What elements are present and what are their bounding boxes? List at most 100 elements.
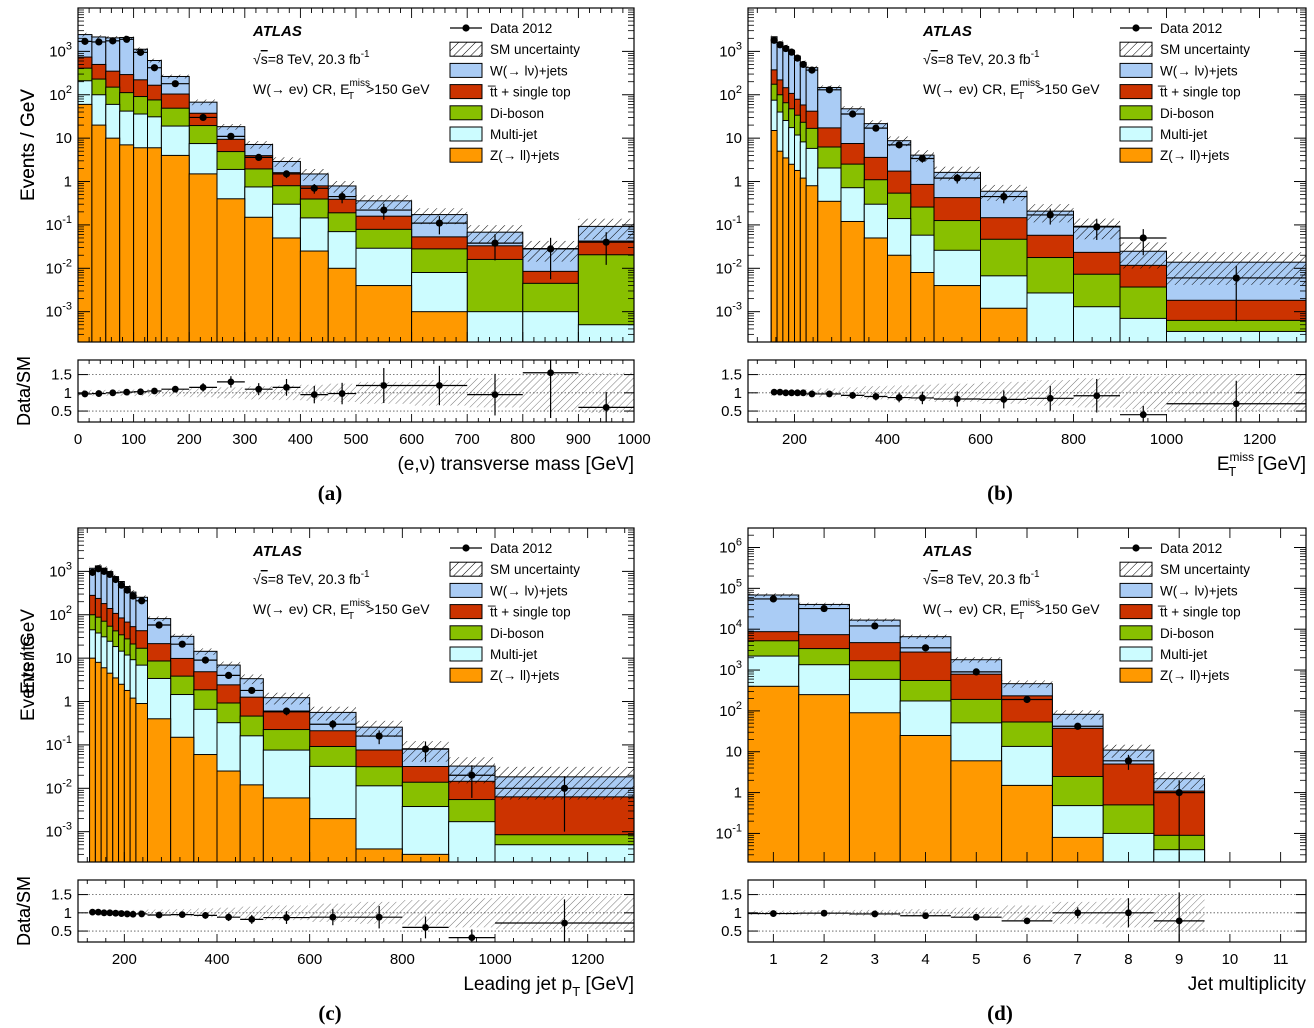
legend-swatch [449, 646, 483, 662]
ratio-tick-label: 1 [734, 385, 742, 402]
legend-swatch [1119, 561, 1153, 577]
atlas-label: ATLAS [922, 543, 972, 560]
ratio-point [94, 908, 102, 916]
data-point [106, 570, 114, 579]
y-tick-label: 10-1 [716, 214, 742, 234]
data-point [921, 644, 930, 652]
ratio-point [770, 388, 778, 396]
legend-marker [1132, 544, 1140, 552]
x-tick-label: 300 [232, 431, 257, 448]
y-tick-label: 106 [719, 536, 742, 556]
ratio-point [137, 388, 144, 396]
energy-lumi-label: √s=8 TeV, 20.3 fb-1 [253, 569, 370, 587]
data-point [224, 671, 233, 680]
uncertainty-band [170, 633, 194, 640]
uncertainty-band [263, 692, 310, 705]
data-point [1232, 274, 1240, 282]
legend-swatch [1119, 667, 1153, 683]
ratio-uncertainty [448, 898, 495, 928]
y-tick-label: 105 [719, 577, 742, 597]
uncertainty-band [244, 141, 273, 149]
legend-swatch [449, 41, 483, 57]
y-axis-title: Events / GeV [18, 89, 39, 201]
ratio-point [171, 385, 179, 393]
bar-zjets [848, 712, 901, 862]
x-tick-label: 8 [1124, 951, 1132, 968]
main-plot-area [748, 593, 1206, 862]
ratio-point [138, 910, 146, 918]
bar-zjets [355, 848, 403, 862]
data-point [138, 597, 146, 605]
ratio-point [422, 924, 429, 931]
ratio-point [436, 382, 443, 389]
uncertainty-band [748, 593, 799, 597]
data-point [329, 720, 337, 728]
legend-label: Multi-jet [1160, 127, 1208, 142]
legend-swatch [449, 561, 483, 577]
uncertainty-band [147, 58, 162, 63]
ratio-point [112, 909, 120, 917]
x-tick-label: 10 [1222, 951, 1239, 968]
data-point [1000, 192, 1008, 201]
bar-multijet [522, 311, 579, 342]
data-point [972, 668, 980, 676]
uncertainty-band [217, 661, 241, 670]
ratio-point [794, 389, 801, 397]
legend-marker [462, 544, 470, 552]
ratio-frame [77, 359, 635, 423]
bar-zjets [776, 150, 784, 342]
ratio-frame [747, 879, 1307, 943]
uncertainty-band [272, 157, 301, 167]
ratio-point [972, 913, 980, 921]
ratio-uncertainty [161, 389, 190, 397]
bar-zjets [112, 677, 120, 862]
uncertainty-band [356, 195, 412, 209]
y-tick-label: 102 [49, 84, 72, 104]
data-point [310, 184, 318, 192]
x-tick-label: 900 [566, 431, 591, 448]
ratio-point [468, 934, 476, 942]
ratio-uncertainty [217, 907, 241, 918]
y-tick-label: 10-1 [46, 214, 72, 234]
ratio-point [199, 383, 207, 391]
data-point [282, 170, 291, 178]
data-point [94, 565, 102, 573]
data-point [248, 686, 256, 695]
x-tick-label: 500 [343, 431, 368, 448]
atlas-label: ATLAS [252, 543, 302, 560]
x-axis-title: (e,ν) transverse mass [GeV] [397, 454, 634, 475]
legend-swatch [1119, 147, 1153, 163]
legend-swatch [449, 105, 483, 121]
data-point [787, 48, 796, 56]
panel-label: (b) [987, 481, 1013, 505]
x-tick-label: 1200 [1243, 431, 1276, 448]
data-point [769, 595, 777, 603]
ratio-point [95, 390, 103, 397]
ratio-point [491, 391, 499, 399]
ratio-point [81, 390, 89, 398]
atlas-label: ATLAS [252, 23, 302, 40]
legend-swatch [449, 147, 483, 163]
data-point [602, 238, 610, 246]
bar-zjets [188, 173, 218, 342]
legend-swatch [449, 667, 483, 683]
data-point [375, 732, 383, 740]
y-tick-label: 103 [719, 40, 742, 60]
uncertainty-band [161, 74, 190, 79]
ratio-point [1232, 400, 1240, 408]
bar-multijet [1026, 292, 1074, 342]
ratio-point [547, 369, 554, 377]
data-point [155, 621, 163, 629]
ratio-point [872, 393, 880, 400]
bar-zjets [123, 689, 131, 862]
bar-zjets [272, 237, 301, 342]
y-tick-label: 103 [49, 560, 72, 580]
ratio-axis-title: Data/SM [14, 356, 34, 426]
bar-zjets [147, 718, 172, 862]
data-point [468, 771, 476, 779]
data-point [81, 37, 89, 45]
bar-zjets [239, 784, 264, 862]
y-tick-label: 1 [64, 174, 72, 191]
data-point [825, 86, 833, 94]
data-point [895, 141, 903, 149]
